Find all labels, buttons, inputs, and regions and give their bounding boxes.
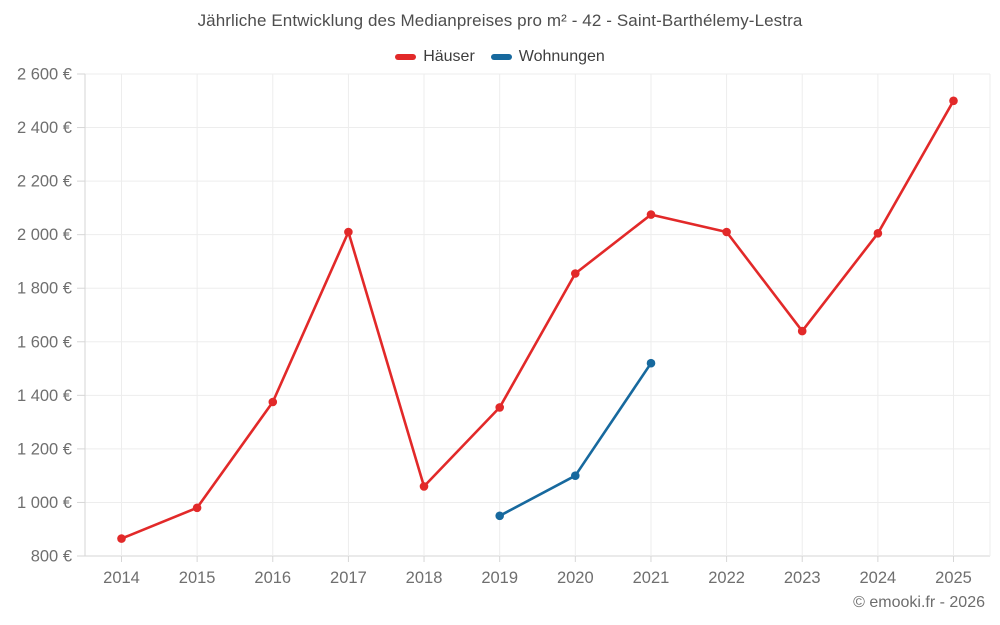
y-axis-label: 1 000 € (17, 494, 72, 512)
x-axis-label: 2025 (935, 569, 972, 587)
data-point-apartments-2019[interactable] (495, 511, 505, 521)
x-axis-label: 2023 (784, 569, 821, 587)
data-point-houses-2025[interactable] (949, 96, 958, 106)
data-point-houses-2022[interactable] (722, 227, 731, 237)
series-line-houses (120, 99, 955, 540)
legend-marker-icon (395, 54, 417, 60)
x-axis-label: 2024 (860, 569, 897, 587)
data-point-houses-2023[interactable] (797, 326, 807, 336)
y-axis-label: 2 200 € (17, 173, 72, 191)
data-point-houses-2020[interactable] (571, 269, 580, 278)
data-point-houses-2024[interactable] (873, 229, 883, 238)
data-point-houses-2018[interactable] (419, 482, 429, 491)
x-axis-label: 2015 (179, 569, 216, 587)
legend-item-apartments[interactable]: Wohnungen (490, 48, 605, 66)
data-point-houses-2016[interactable] (268, 397, 278, 407)
y-axis-label: 2 000 € (17, 226, 72, 244)
y-axis-label: 2 400 € (17, 119, 72, 137)
data-point-houses-2014[interactable] (117, 534, 126, 543)
y-axis-label: 2 600 € (17, 66, 72, 84)
y-axis-label: 1 600 € (17, 333, 72, 351)
x-axis-label: 2016 (254, 569, 291, 587)
copyright-text: © emooki.fr - 2026 (853, 594, 985, 611)
x-axis-label: 2022 (708, 569, 745, 587)
x-axis-label: 2014 (103, 569, 140, 587)
x-axis-label: 2021 (633, 569, 670, 587)
x-axis-label: 2017 (330, 569, 367, 587)
chart-legend: Häuser Wohnungen (0, 47, 1000, 67)
y-axis-label: 1 400 € (17, 387, 72, 405)
x-axis-label: 2020 (557, 569, 594, 587)
data-point-apartments-2020[interactable] (571, 471, 580, 481)
x-axis-label: 2018 (406, 569, 443, 587)
legend-marker-icon (490, 54, 512, 60)
data-point-houses-2021[interactable] (646, 210, 656, 219)
legend-label: Häuser (423, 48, 475, 65)
y-axis-label: 800 € (31, 548, 72, 566)
data-point-houses-2017[interactable] (344, 227, 353, 237)
y-axis-label: 1 200 € (17, 440, 72, 458)
legend-item-houses[interactable]: Häuser (395, 48, 475, 66)
chart-title: Jährliche Entwicklung des Medianpreises … (197, 11, 803, 30)
data-point-houses-2019[interactable] (495, 403, 505, 412)
x-axis-label: 2019 (481, 569, 518, 587)
y-axis-label: 1 800 € (17, 280, 72, 298)
data-point-apartments-2021[interactable] (646, 358, 656, 368)
data-point-houses-2015[interactable] (192, 503, 202, 513)
legend-label: Wohnungen (518, 48, 605, 65)
